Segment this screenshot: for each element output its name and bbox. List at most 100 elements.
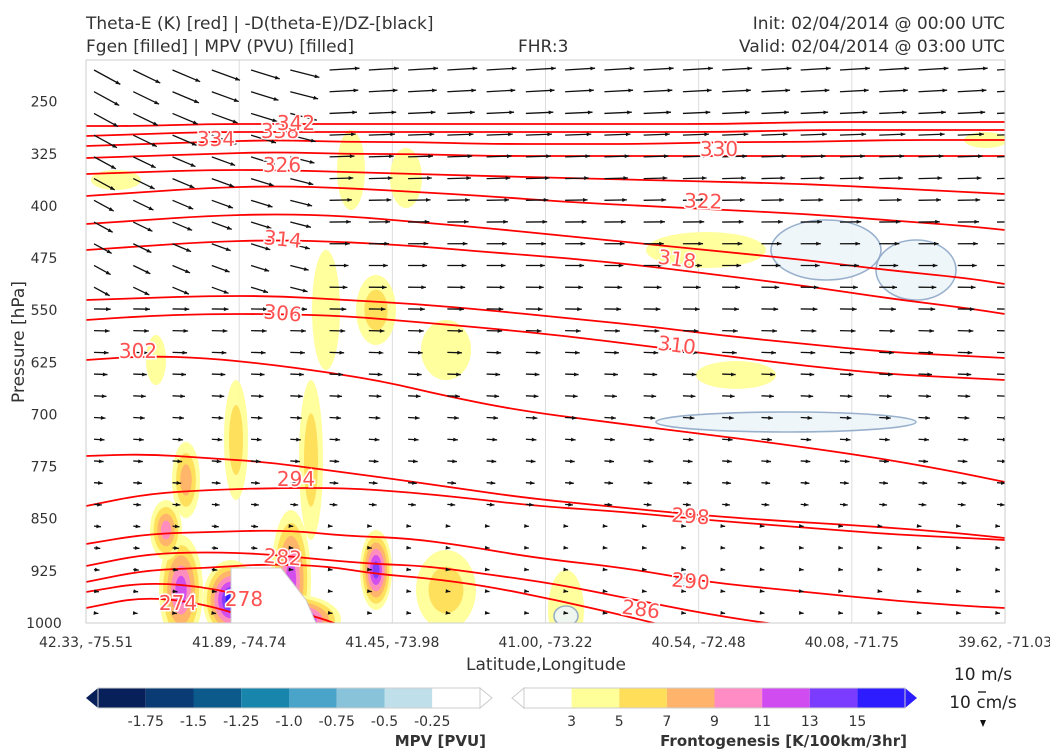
wind-vector-head	[348, 176, 354, 181]
wind-vector	[996, 395, 1005, 397]
wind-vector-head	[93, 611, 99, 615]
wind-vector-head	[260, 350, 266, 355]
colorbar-swatch	[193, 688, 242, 708]
wind-vector-head	[295, 459, 300, 464]
wind-vector-head	[926, 394, 931, 399]
colorbar-frame	[97, 687, 481, 709]
theta-e-label: 282	[263, 543, 303, 570]
wind-vector-head	[489, 502, 495, 507]
wind-vector-head	[505, 176, 511, 181]
wind-vector-head	[451, 481, 457, 485]
wind-vector-head	[114, 101, 120, 106]
wind-vector-head	[257, 415, 263, 420]
wind-vector-head	[394, 66, 399, 71]
wind-vector-head	[227, 204, 233, 209]
wind-vector-head	[327, 545, 333, 550]
wind-vector-head	[174, 524, 180, 529]
init-time: Init: 02/04/2014 @ 00:00 UTC	[752, 14, 1005, 34]
wind-vector-head	[541, 241, 546, 246]
wind-vector-head	[602, 610, 608, 615]
wind-vector-head	[731, 372, 736, 377]
wind-vector-head	[900, 132, 906, 137]
x-tick-label: 39.62, -71.03	[958, 635, 1050, 651]
wind-vector-head	[877, 545, 883, 550]
wind-vector-head	[691, 372, 697, 377]
wind-vector-head	[367, 610, 372, 615]
wind-vector-head	[136, 502, 142, 507]
wind-vector-head	[616, 307, 622, 312]
wind-vector-head	[1010, 285, 1015, 289]
wind-vector-head	[781, 154, 787, 159]
wind-vector-head	[429, 132, 435, 137]
wind-vector-head	[602, 545, 608, 550]
wind-vector-head	[1009, 307, 1014, 311]
wind-vector-head	[916, 567, 922, 572]
wind-vector-head	[456, 372, 461, 377]
wind-vector-head	[468, 132, 474, 137]
wind-vector-head	[524, 567, 529, 572]
wind-vector-head	[484, 524, 490, 528]
wind-vector-head	[817, 219, 822, 224]
wind-vector-head	[154, 100, 160, 105]
wind-vector-head	[818, 198, 824, 202]
wind-vector	[643, 89, 673, 93]
wind-vector-head	[294, 481, 300, 485]
wind-vector-head	[654, 328, 660, 333]
wind-vector-head	[304, 245, 310, 250]
wind-vector-head	[877, 589, 883, 594]
wind-vector-head	[367, 524, 372, 528]
theta-e-contour-342	[86, 121, 1005, 127]
wind-vector-head	[335, 437, 341, 442]
wind-vector-head	[850, 328, 856, 333]
wind-vector-head	[229, 183, 235, 187]
wind-vector-head	[613, 372, 618, 377]
wind-vector-head	[820, 154, 826, 159]
wind-vector-head	[445, 567, 451, 572]
wind-vector-head	[414, 415, 420, 420]
wind-vector-head	[106, 307, 111, 312]
theta-e-contour-326	[86, 169, 1005, 195]
wind-vector-head	[825, 66, 831, 71]
wind-vector-head	[921, 502, 927, 507]
wind-vector-head	[139, 437, 144, 442]
wind-vector-head	[142, 372, 147, 377]
colorbar-swatch	[524, 688, 572, 708]
wind-vector-head	[271, 139, 277, 144]
wind-vector-head	[845, 437, 851, 442]
fgen-patch-level-3	[390, 148, 422, 208]
wind-vector-head	[843, 502, 848, 507]
wind-vector-head	[96, 524, 102, 529]
wind-vector-head	[1021, 88, 1026, 92]
wind-vector-head	[889, 350, 894, 355]
wind-vector-head	[883, 481, 888, 485]
wind-vector-head	[498, 307, 504, 312]
terrain-mask	[230, 567, 317, 623]
wind-vector-head	[302, 307, 308, 312]
wind-vector-head	[927, 372, 932, 377]
wind-vector-head	[701, 176, 707, 181]
wind-vector-head	[191, 141, 197, 146]
wind-vector-head	[334, 459, 340, 464]
wind-vector-head	[340, 328, 346, 333]
wind-vector-head	[860, 154, 865, 159]
wind-vector-head	[1011, 264, 1016, 268]
wind-vector-head	[607, 502, 613, 507]
wind-vector-head	[254, 502, 259, 507]
wind-vector-head	[211, 611, 217, 615]
wind-vector-head	[427, 176, 432, 181]
wind-vector-head	[392, 88, 398, 93]
wind-vector-head	[445, 610, 451, 615]
wind-vector-head	[262, 328, 267, 333]
wind-vector-head	[746, 88, 751, 93]
wind-vector-head	[528, 502, 534, 507]
theta-e-contour-318	[86, 213, 1005, 285]
wind-vector-head	[457, 350, 462, 355]
wind-vector-head	[649, 437, 655, 442]
wind-vector-head	[729, 394, 735, 399]
wind-vector-head	[412, 459, 418, 464]
wind-vector-head	[736, 263, 742, 268]
wind-vector-head	[1000, 502, 1005, 507]
theta-e-contour-274	[86, 597, 265, 623]
wind-vector	[211, 69, 241, 81]
wind-vector	[996, 155, 1005, 158]
